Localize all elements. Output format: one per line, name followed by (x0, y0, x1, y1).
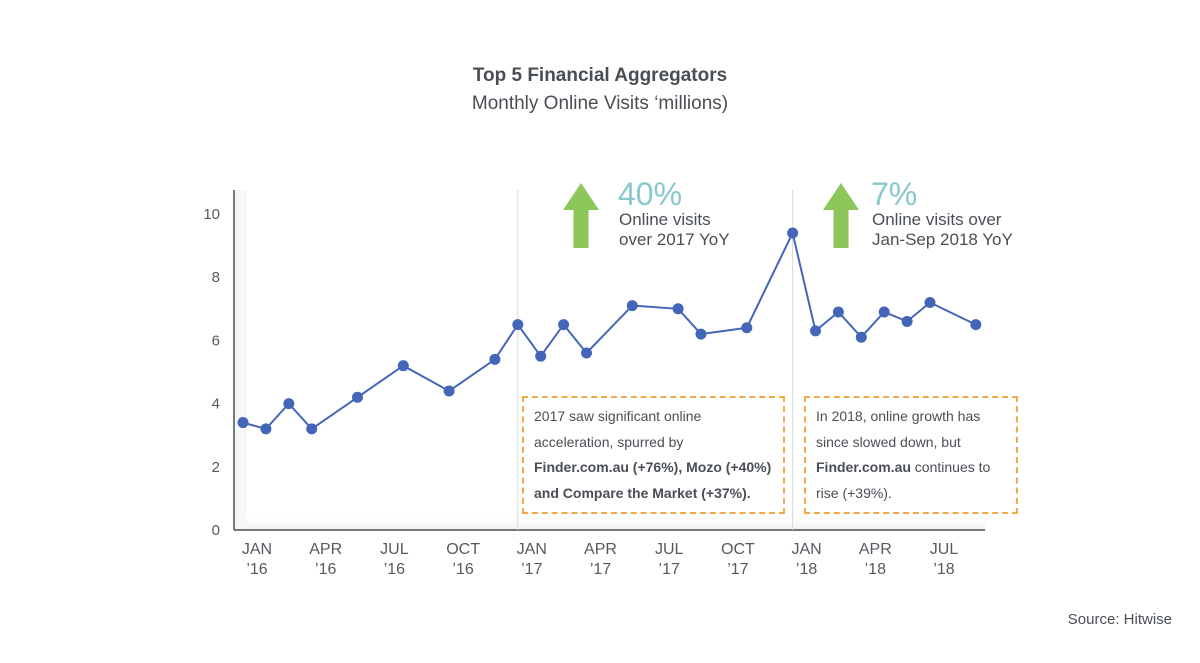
data-point (397, 360, 409, 372)
x-tick-label: JUL (655, 541, 684, 558)
data-point (855, 331, 867, 343)
data-point (970, 319, 982, 331)
x-tick-year: ’18 (865, 561, 886, 578)
x-axis-ticks: JAN ’16 APR ’16 JUL ’16 OCT ’16 JAN ’17 APR ’17 JUL ’… (242, 541, 958, 578)
chart-subtitle: Monthly Online Visits ‘millions) (471, 93, 729, 114)
data-point (260, 423, 272, 435)
axis-shadow (235, 514, 985, 530)
annotation-2018: In 2018, online growth has since slowed … (804, 396, 1018, 514)
highlight-value-2017: 40% (618, 176, 683, 212)
x-tick-year: ’17 (521, 561, 542, 578)
data-point (741, 322, 753, 334)
note-bold-text: and Compare the Market (+37%). (534, 484, 751, 501)
x-tick-year: ’16 (384, 561, 405, 578)
data-point (810, 325, 821, 337)
highlight-value-2018: 7% (871, 176, 918, 212)
x-tick-label: JAN (242, 541, 272, 558)
x-tick-label: JUL (380, 541, 409, 558)
x-tick-label: APR (859, 541, 892, 558)
x-tick-label: OCT (721, 541, 755, 558)
data-point (512, 319, 524, 331)
data-point (283, 398, 295, 410)
note-line: 2017 saw significant online (534, 408, 702, 424)
y-tick-label: 2 (212, 459, 220, 476)
note-line: Finder.com.au continues to (816, 455, 1006, 481)
highlight-text-2018: Online visits over Jan-Sep 2018 YoY (872, 210, 1013, 250)
x-tick-year: ’16 (246, 561, 267, 578)
x-tick-year: ’18 (933, 561, 954, 578)
note-line: since slowed down, but (816, 433, 961, 450)
highlight-line: Online visits over (872, 210, 1002, 229)
data-point (558, 319, 570, 331)
data-point (443, 385, 455, 397)
x-tick-label: JAN (517, 541, 547, 558)
highlight-line: over 2017 YoY (619, 230, 730, 249)
note-line: In 2018, online growth has (816, 408, 981, 424)
data-point (695, 328, 707, 340)
data-point (878, 306, 890, 318)
x-tick-year: ’18 (796, 561, 817, 578)
axis-shadow (235, 190, 247, 530)
y-tick-label: 6 (212, 332, 220, 349)
data-point (832, 306, 844, 318)
x-tick-year: ’17 (659, 561, 680, 578)
x-tick-year: ’17 (727, 561, 748, 578)
x-tick-year: ’16 (315, 561, 336, 578)
note-text: continues to (910, 459, 991, 475)
x-tick-year: ’16 (452, 561, 473, 578)
highlight-arrows (563, 183, 859, 248)
data-point (581, 347, 592, 359)
data-series (237, 227, 982, 435)
note-line: Finder.com.au (+76%), Mozo (+40%) (534, 455, 773, 481)
source-label: Source: Hitwise (1067, 611, 1172, 628)
note-bold-text: Finder.com.au (816, 459, 911, 475)
up-arrow-icon (563, 183, 599, 248)
x-tick-label: APR (584, 541, 617, 558)
reference-lines (517, 190, 794, 530)
x-tick-label: APR (309, 541, 342, 558)
chart-title: Top 5 Financial Aggregators (472, 65, 728, 86)
data-point (306, 423, 318, 435)
highlight-line: Jan-Sep 2018 YoY (872, 230, 1013, 249)
data-point (489, 353, 501, 365)
highlight-line: Online visits (619, 210, 711, 229)
y-tick-label: 8 (212, 269, 220, 286)
data-point (626, 300, 638, 312)
x-tick-label: OCT (446, 541, 480, 558)
axes (233, 190, 985, 531)
up-arrow-icon (823, 183, 859, 248)
x-tick-label: JAN (791, 541, 821, 558)
data-point (352, 391, 363, 403)
y-axis-ticks: 0 2 4 6 8 10 (203, 206, 220, 539)
series-line (242, 230, 977, 431)
highlight-text-2017: Online visits over 2017 YoY (619, 210, 730, 250)
y-tick-label: 10 (203, 206, 220, 223)
data-point (901, 315, 913, 327)
data-point (924, 296, 936, 308)
note-line: acceleration, spurred by (534, 433, 684, 450)
x-tick-label: JUL (930, 541, 959, 558)
y-tick-label: 0 (212, 522, 220, 539)
data-point (237, 417, 249, 429)
y-tick-label: 4 (212, 396, 220, 413)
x-tick-year: ’17 (590, 561, 611, 578)
data-point (535, 350, 547, 362)
note-bold-text: Finder.com.au (+76%), Mozo (+40%) (534, 459, 772, 475)
note-line: and Compare the Market (+37%). (534, 481, 773, 507)
annotation-2017: 2017 saw significant online acceleration… (522, 396, 785, 514)
data-point (787, 227, 799, 239)
data-point (672, 303, 684, 315)
note-line: rise (+39%). (816, 484, 892, 501)
